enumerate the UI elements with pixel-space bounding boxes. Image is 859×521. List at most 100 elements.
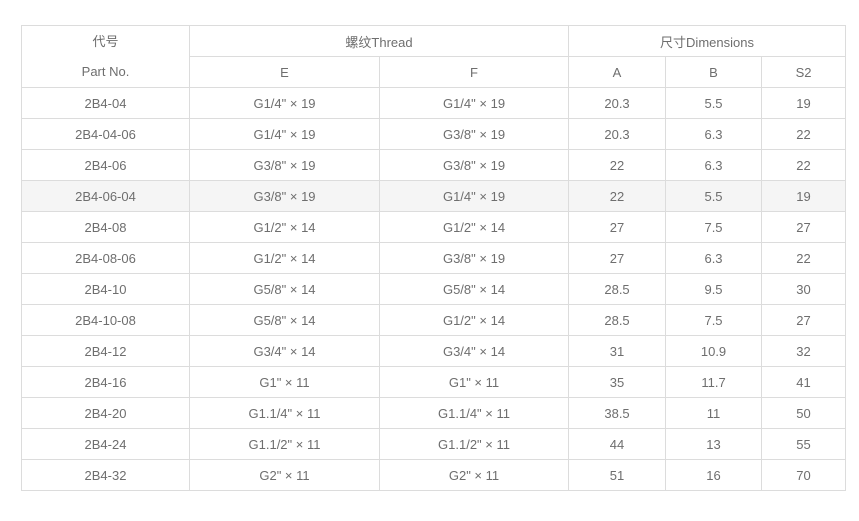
cell-part: 2B4-20 — [21, 397, 190, 429]
cell-part: 2B4-08 — [21, 211, 190, 243]
table-row: 2B4-16 G1" × 11 G1" × 11 35 11.7 41 — [21, 366, 847, 398]
cell-s2: 27 — [761, 304, 847, 336]
table-row: 2B4-06 G3/8" × 19 G3/8" × 19 22 6.3 22 — [21, 149, 847, 181]
cell-part: 2B4-10-08 — [21, 304, 190, 336]
cell-a: 28.5 — [568, 304, 667, 336]
table-row: 2B4-32 G2" × 11 G2" × 11 51 16 70 — [21, 459, 847, 491]
header-part-no-en: Part No. — [81, 63, 130, 79]
cell-b: 16 — [665, 459, 763, 491]
cell-f: G1.1/4" × 11 — [378, 397, 570, 429]
cell-a: 35 — [568, 366, 667, 398]
cell-a: 20.3 — [568, 87, 667, 119]
header-dimensions-group: 尺寸Dimensions — [568, 25, 847, 57]
cell-e: G1/2" × 14 — [189, 211, 380, 243]
cell-e: G1/2" × 14 — [189, 242, 380, 274]
cell-b: 5.5 — [665, 180, 763, 212]
cell-a: 44 — [568, 428, 667, 460]
cell-e: G3/8" × 19 — [189, 149, 380, 181]
cell-s2: 27 — [761, 211, 847, 243]
cell-b: 6.3 — [665, 149, 763, 181]
spec-table: 代号 Part No. 螺纹Thread 尺寸Dimensions E F A … — [21, 25, 847, 491]
cell-a: 51 — [568, 459, 667, 491]
cell-s2: 32 — [761, 335, 847, 367]
cell-f: G1/2" × 14 — [378, 304, 570, 336]
cell-f: G3/8" × 19 — [378, 149, 570, 181]
cell-a: 31 — [568, 335, 667, 367]
cell-s2: 41 — [761, 366, 847, 398]
cell-e: G1.1/2" × 11 — [189, 428, 380, 460]
cell-a: 28.5 — [568, 273, 667, 305]
table-row: 2B4-20 G1.1/4" × 11 G1.1/4" × 11 38.5 11 50 — [21, 397, 847, 429]
cell-s2: 70 — [761, 459, 847, 491]
cell-a: 20.3 — [568, 118, 667, 150]
header-col-s2: S2 — [761, 56, 847, 88]
cell-part: 2B4-32 — [21, 459, 190, 491]
cell-e: G1/4" × 19 — [189, 87, 380, 119]
cell-f: G3/8" × 19 — [378, 118, 570, 150]
cell-part: 2B4-10 — [21, 273, 190, 305]
cell-s2: 22 — [761, 118, 847, 150]
cell-b: 11.7 — [665, 366, 763, 398]
table-row: 2B4-08-06 G1/2" × 14 G3/8" × 19 27 6.3 22 — [21, 242, 847, 274]
cell-f: G2" × 11 — [378, 459, 570, 491]
cell-e: G3/8" × 19 — [189, 180, 380, 212]
cell-s2: 50 — [761, 397, 847, 429]
cell-f: G3/8" × 19 — [378, 242, 570, 274]
cell-a: 22 — [568, 149, 667, 181]
cell-part: 2B4-16 — [21, 366, 190, 398]
cell-s2: 19 — [761, 87, 847, 119]
cell-e: G5/8" × 14 — [189, 304, 380, 336]
header-col-e: E — [189, 56, 380, 88]
table-row: 2B4-04 G1/4" × 19 G1/4" × 19 20.3 5.5 19 — [21, 87, 847, 119]
cell-b: 13 — [665, 428, 763, 460]
header-part-no: 代号 Part No. — [21, 25, 190, 88]
cell-a: 27 — [568, 242, 667, 274]
cell-a: 22 — [568, 180, 667, 212]
cell-e: G2" × 11 — [189, 459, 380, 491]
table-header: 代号 Part No. 螺纹Thread 尺寸Dimensions E F A … — [21, 25, 847, 88]
cell-b: 7.5 — [665, 211, 763, 243]
cell-a: 27 — [568, 211, 667, 243]
table-body: 2B4-04 G1/4" × 19 G1/4" × 19 20.3 5.5 19 2B4-0… — [21, 87, 847, 491]
cell-part: 2B4-08-06 — [21, 242, 190, 274]
cell-f: G1/4" × 19 — [378, 87, 570, 119]
cell-part: 2B4-04 — [21, 87, 190, 119]
table-row: 2B4-08 G1/2" × 14 G1/2" × 14 27 7.5 27 — [21, 211, 847, 243]
cell-e: G1.1/4" × 11 — [189, 397, 380, 429]
cell-s2: 22 — [761, 149, 847, 181]
cell-b: 6.3 — [665, 118, 763, 150]
table-row: 2B4-04-06 G1/4" × 19 G3/8" × 19 20.3 6.3 22 — [21, 118, 847, 150]
table-row: 2B4-10-08 G5/8" × 14 G1/2" × 14 28.5 7.5 27 — [21, 304, 847, 336]
table-row: 2B4-10 G5/8" × 14 G5/8" × 14 28.5 9.5 30 — [21, 273, 847, 305]
cell-s2: 55 — [761, 428, 847, 460]
cell-f: G1.1/2" × 11 — [378, 428, 570, 460]
cell-a: 38.5 — [568, 397, 667, 429]
header-col-a: A — [568, 56, 667, 88]
header-col-b: B — [665, 56, 763, 88]
cell-s2: 19 — [761, 180, 847, 212]
cell-part: 2B4-04-06 — [21, 118, 190, 150]
header-thread-group: 螺纹Thread — [188, 25, 570, 57]
cell-e: G1" × 11 — [189, 366, 380, 398]
cell-b: 10.9 — [665, 335, 763, 367]
cell-b: 9.5 — [665, 273, 763, 305]
cell-f: G1/4" × 19 — [378, 180, 570, 212]
header-part-no-zh: 代号 — [92, 33, 119, 49]
table-row: 2B4-12 G3/4" × 14 G3/4" × 14 31 10.9 32 — [21, 335, 847, 367]
cell-part: 2B4-06-04 — [21, 180, 190, 212]
cell-part: 2B4-24 — [21, 428, 190, 460]
cell-part: 2B4-12 — [21, 335, 190, 367]
cell-part: 2B4-06 — [21, 149, 190, 181]
header-col-f: F — [378, 56, 570, 88]
cell-e: G1/4" × 19 — [189, 118, 380, 150]
cell-b: 11 — [665, 397, 763, 429]
cell-s2: 22 — [761, 242, 847, 274]
cell-f: G3/4" × 14 — [378, 335, 570, 367]
cell-s2: 30 — [761, 273, 847, 305]
cell-b: 7.5 — [665, 304, 763, 336]
cell-f: G1/2" × 14 — [378, 211, 570, 243]
cell-f: G1" × 11 — [378, 366, 570, 398]
cell-b: 5.5 — [665, 87, 763, 119]
cell-e: G3/4" × 14 — [189, 335, 380, 367]
